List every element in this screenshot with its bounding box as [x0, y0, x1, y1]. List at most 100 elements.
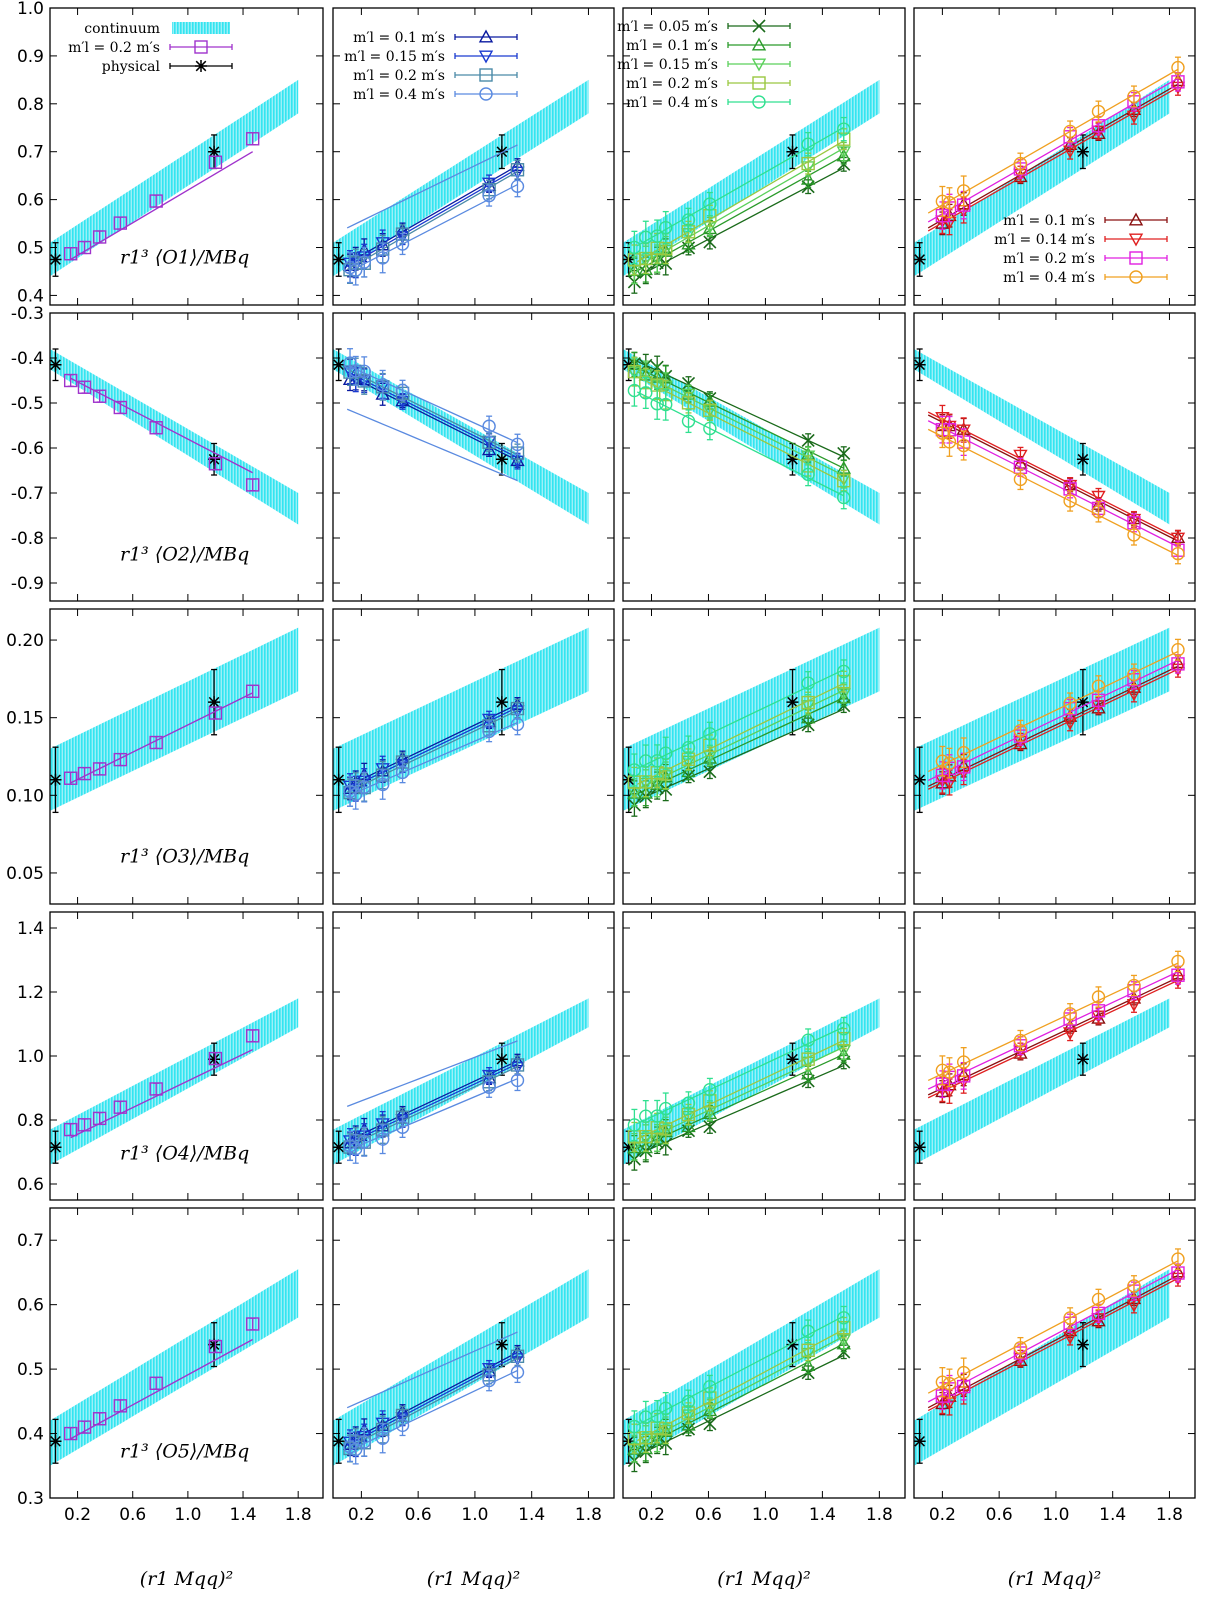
- data-point-f04: [956, 438, 971, 453]
- continuum-band: [50, 79, 299, 277]
- data-point-f04: [942, 435, 957, 449]
- physical-point: [786, 696, 799, 709]
- panel-frame: [49, 7, 324, 306]
- y-tick-label: 0.20: [6, 631, 44, 651]
- x-tick-label: 0.2: [929, 1505, 956, 1525]
- data-point-f04: [935, 194, 950, 209]
- panel-plot-area: [50, 627, 299, 814]
- physical-point: [914, 773, 926, 786]
- panel-r5-c4: 0.2 0.6 1.0 1.4 1.8 (r1 Mqq)²: [913, 1207, 1196, 1590]
- data-point-a04: [659, 220, 673, 235]
- legend-label: m′l = 0.14 m′s: [994, 232, 1095, 248]
- y-tick-label: 0.6: [17, 1296, 44, 1316]
- y-tick-label: 0.4: [17, 286, 44, 306]
- data-point-f04: [1171, 546, 1185, 561]
- physical-point: [1076, 453, 1089, 466]
- data-point-0p2: [92, 389, 107, 403]
- panel-r1-c2: [332, 7, 615, 306]
- data-point-c04: [349, 364, 363, 378]
- continuum-band: [333, 1269, 589, 1466]
- data-point-0p2: [113, 1399, 128, 1413]
- continuum-band: [50, 1269, 299, 1466]
- data-point-a04: [681, 213, 696, 227]
- physical-point: [786, 1053, 799, 1066]
- data-point-a015: [800, 450, 816, 464]
- legend-marker: [752, 19, 766, 33]
- data-point-a015: [681, 388, 696, 402]
- physical-point: [1076, 696, 1089, 709]
- y-tick-label: 0.3: [17, 1489, 44, 1509]
- data-point-c04: [357, 364, 371, 378]
- data-point-0p2: [149, 1376, 163, 1390]
- data-point-a04: [837, 490, 851, 505]
- data-point-c04: [375, 251, 390, 265]
- panel-plot-area: [50, 348, 299, 525]
- y-tick-label: 0.6: [17, 1175, 44, 1195]
- y-tick-label: 0.05: [6, 864, 44, 884]
- physical-point: [208, 1338, 221, 1351]
- panel-frame: [49, 608, 324, 905]
- data-point-a04: [801, 467, 815, 482]
- physical-point: [495, 696, 508, 709]
- panel-r4-c3: [622, 911, 906, 1201]
- data-point-f04: [1013, 1341, 1028, 1355]
- x-tick-label: 1.0: [174, 1505, 201, 1525]
- data-point-a005: [703, 1120, 717, 1134]
- x-tick-label: 1.8: [1156, 1505, 1183, 1525]
- legend-label: m′l = 0.2 m′s: [68, 40, 160, 56]
- legend-label: continuum: [84, 21, 160, 37]
- data-point-c04: [349, 1142, 363, 1156]
- data-point-0p2: [149, 735, 163, 750]
- fit-line-a02: [636, 375, 845, 484]
- data-point-a04: [837, 664, 851, 679]
- fit-line-f04: [927, 650, 1179, 773]
- physical-point: [914, 253, 926, 266]
- panel-frame: [913, 7, 1196, 306]
- continuum-band: [914, 998, 1170, 1165]
- data-point-f014: [1170, 532, 1186, 546]
- x-axis-title: (r1 Mqq)²: [427, 1568, 520, 1590]
- data-point-a04: [703, 197, 717, 211]
- legend-marker: [1128, 233, 1144, 247]
- panel-plot-area: [333, 79, 589, 286]
- data-point-a04: [801, 676, 815, 690]
- x-tick-label: 0.6: [405, 1505, 432, 1525]
- physical-point: [914, 358, 926, 371]
- data-point-0p2: [63, 247, 78, 261]
- data-point-a04: [650, 1109, 664, 1123]
- extra-fit-curve: [346, 1040, 518, 1107]
- data-point-0p2: [63, 771, 78, 785]
- panel-frame: [913, 312, 1196, 602]
- legend-label: m′l = 0.15 m′s: [344, 49, 445, 65]
- x-tick-label: 1.0: [461, 1505, 488, 1525]
- legend-label: m′l = 0.4 m′s: [1003, 270, 1095, 286]
- data-point-f04: [1013, 724, 1028, 738]
- physical-point: [1076, 145, 1089, 158]
- legend-label: m′l = 0.15 m′s: [617, 57, 718, 73]
- fit-line-a015: [636, 1046, 845, 1145]
- continuum-band: [914, 349, 1170, 525]
- panel-frame: [332, 911, 615, 1201]
- legend-col2: m′l = 0.1 m′s m′l = 0.15 m′s m′l = 0.2 m′s…: [344, 29, 518, 103]
- data-point-0p2: [92, 762, 107, 776]
- data-point-0p2: [113, 1100, 128, 1114]
- data-point-a01: [800, 1358, 816, 1372]
- data-point-f04: [1091, 1292, 1106, 1307]
- panel-ylabel: r1³ ⟨O2⟩/MBq: [120, 544, 249, 566]
- data-point-f04: [956, 184, 971, 198]
- data-point-f04: [1127, 667, 1141, 682]
- y-tick-label: 0.6: [17, 191, 44, 211]
- data-point-f04: [942, 1065, 957, 1079]
- physical-point: [208, 1053, 221, 1066]
- y-tick-label: 0.8: [17, 95, 44, 115]
- panel-r1-c3: [622, 7, 906, 306]
- data-point-c04: [357, 1435, 371, 1449]
- data-point-0p2: [245, 1317, 260, 1331]
- y-tick-label: -0.3: [11, 304, 44, 324]
- x-tick-label: 0.2: [348, 1505, 375, 1525]
- data-point-c04: [349, 1442, 363, 1457]
- data-point-a02: [801, 1343, 815, 1358]
- data-point-f04: [1091, 679, 1106, 693]
- legend-label: m′l = 0.2 m′s: [1003, 251, 1095, 267]
- data-point-f04: [1127, 978, 1141, 993]
